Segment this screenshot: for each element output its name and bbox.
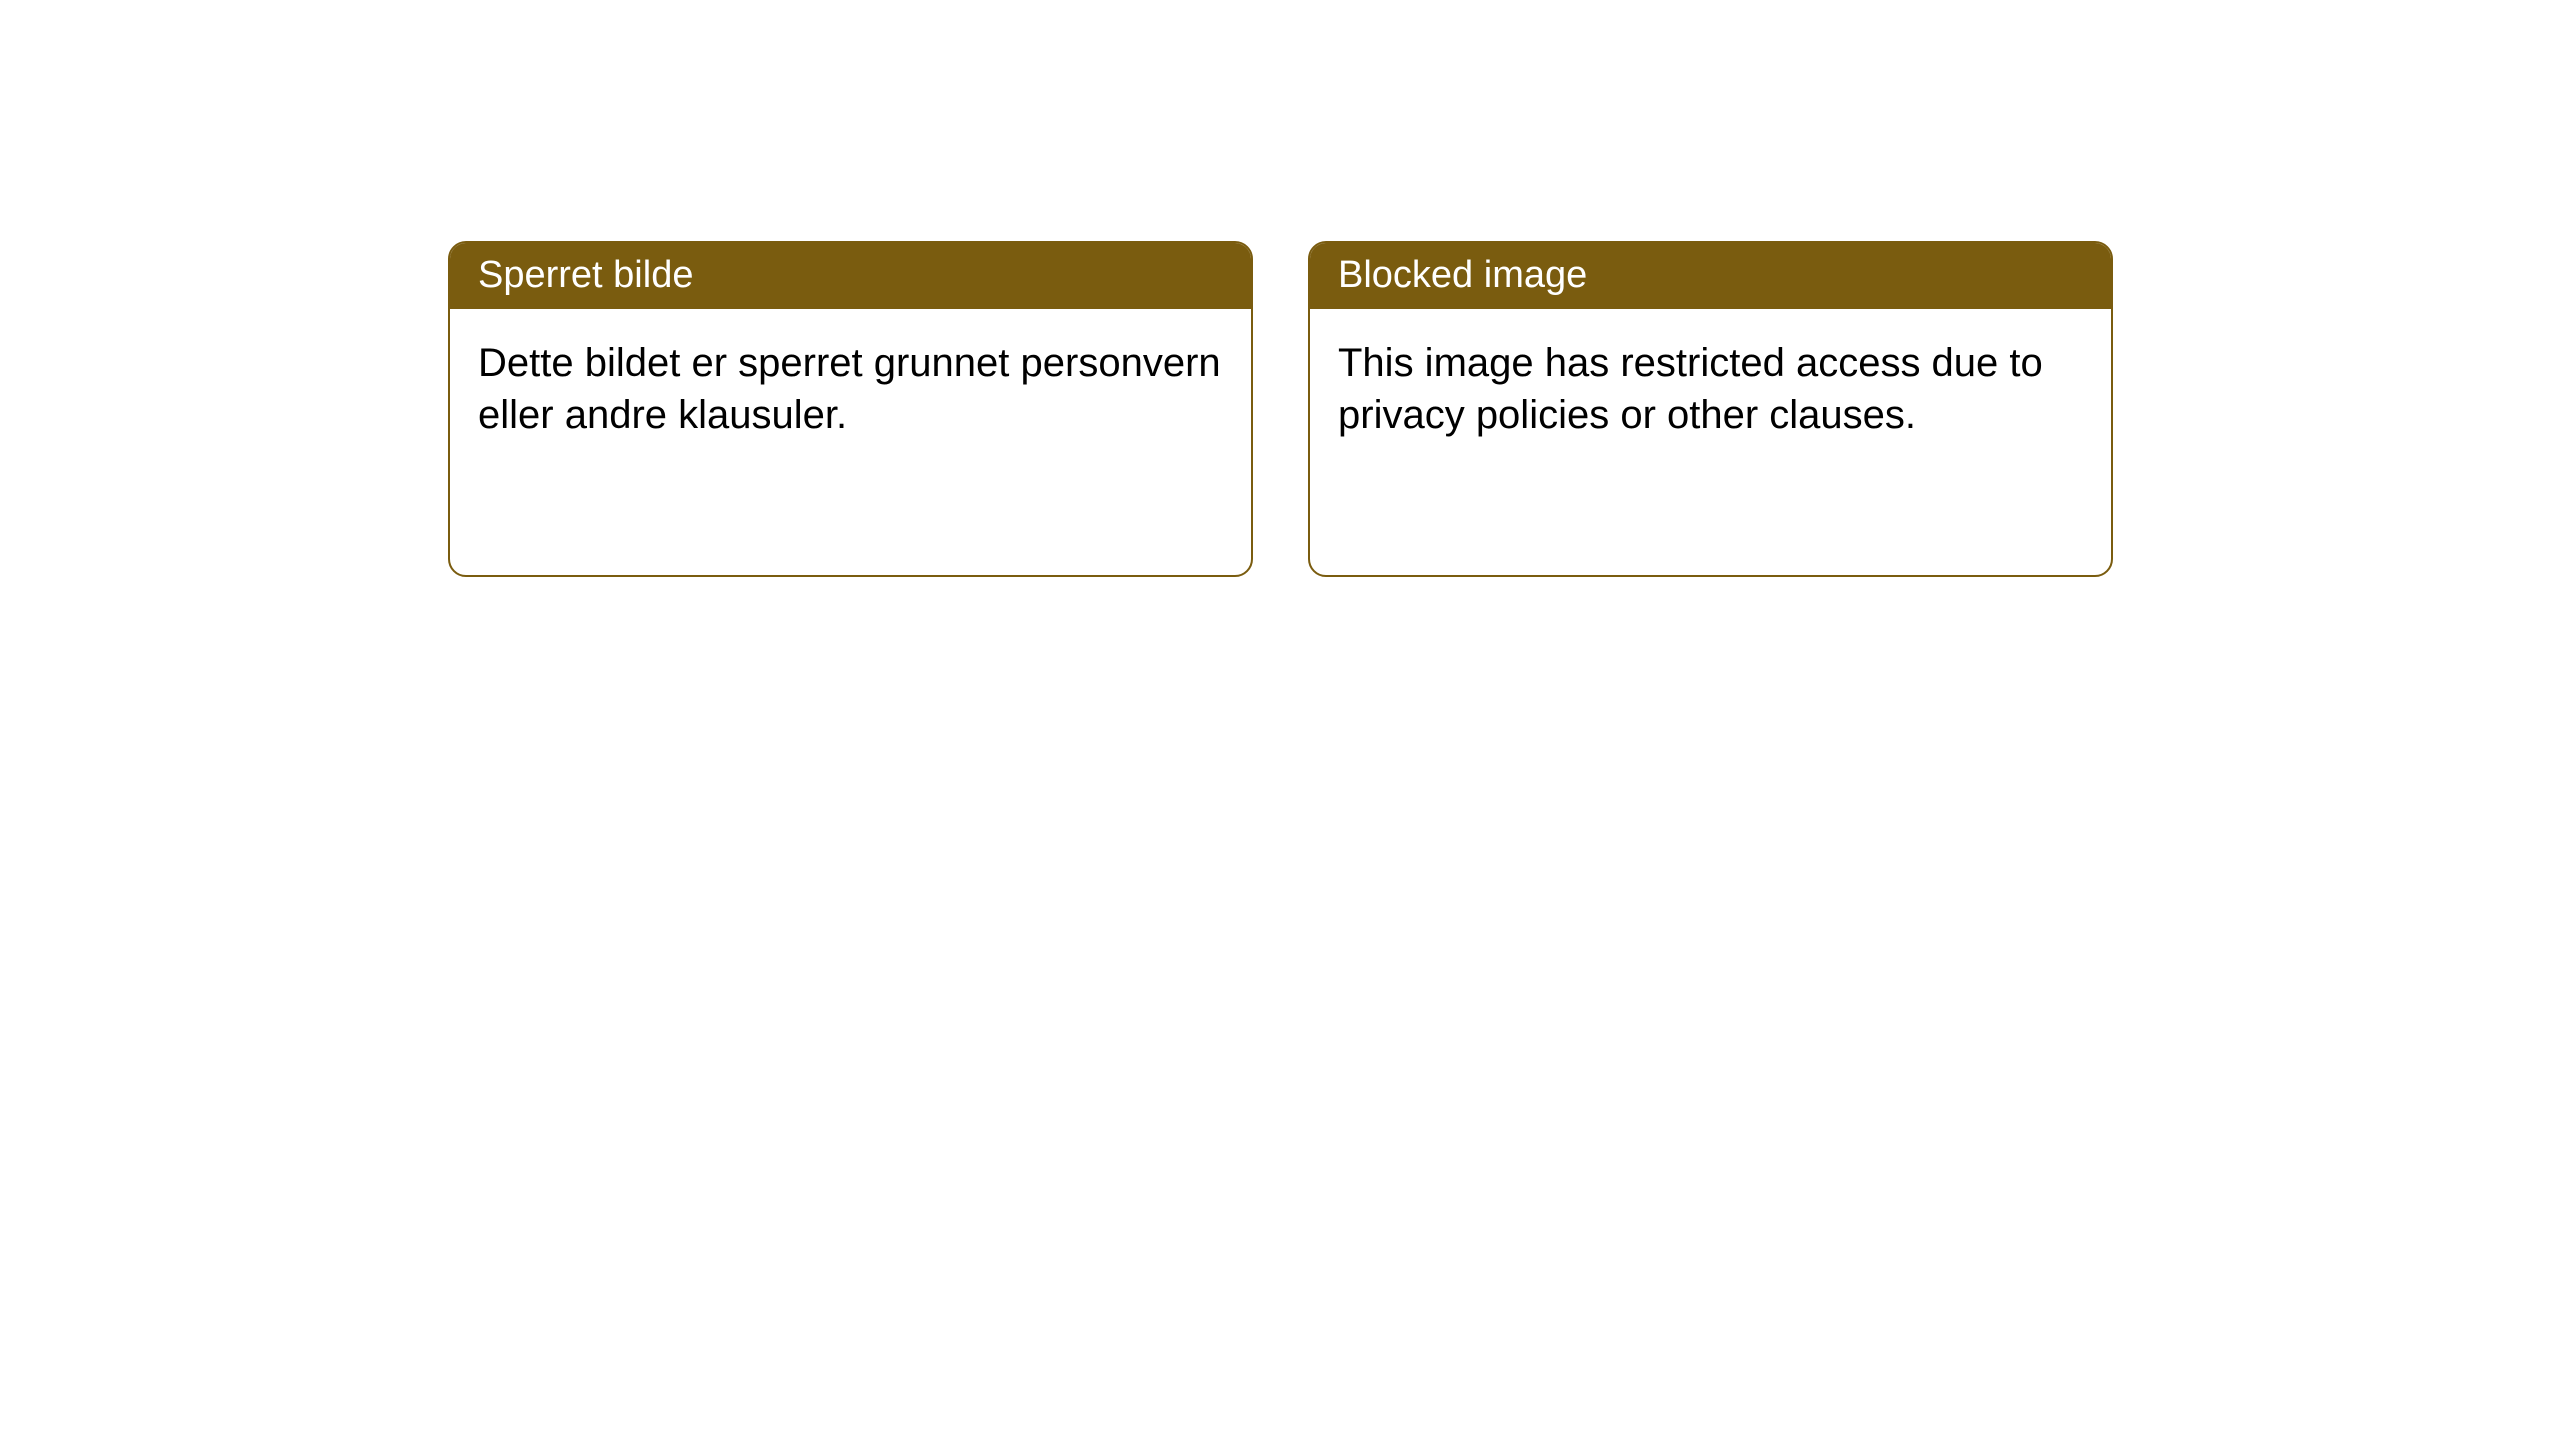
card-body-en: This image has restricted access due to …: [1310, 309, 2111, 469]
notice-cards-container: Sperret bilde Dette bildet er sperret gr…: [448, 241, 2113, 577]
card-header-en: Blocked image: [1310, 243, 2111, 309]
notice-card-english: Blocked image This image has restricted …: [1308, 241, 2113, 577]
notice-card-norwegian: Sperret bilde Dette bildet er sperret gr…: [448, 241, 1253, 577]
card-body-no: Dette bildet er sperret grunnet personve…: [450, 309, 1251, 469]
card-header-no: Sperret bilde: [450, 243, 1251, 309]
